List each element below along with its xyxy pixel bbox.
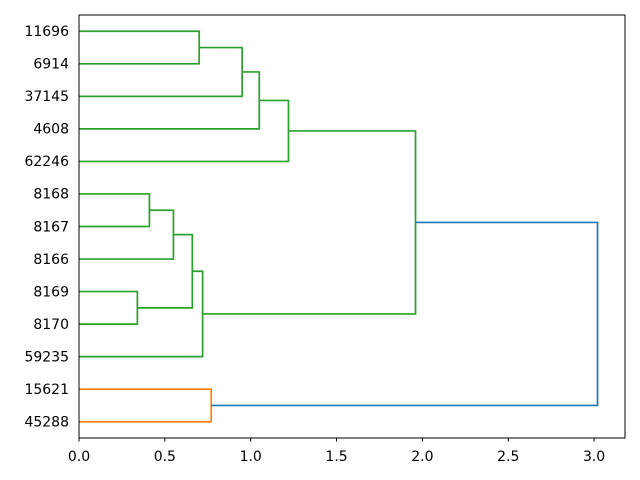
dendrogram-link	[79, 71, 261, 130]
dendrogram-link	[211, 221, 599, 407]
leaf-label: 37145	[24, 89, 69, 105]
leaf-label: 59235	[24, 349, 69, 365]
x-tick-label: 2.5	[497, 449, 519, 465]
leaf-label: 4608	[33, 122, 69, 138]
leaf-label: 11696	[24, 24, 69, 40]
leaf-label: 8166	[33, 252, 69, 268]
leaf-label: 15621	[24, 382, 69, 398]
leaf-label: 62246	[24, 154, 69, 170]
plot-border	[78, 14, 626, 439]
leaf-label: 45288	[24, 414, 69, 430]
x-tick-label: 1.0	[240, 449, 262, 465]
dendrogram-link	[79, 193, 151, 228]
x-tick-label: 3.0	[583, 449, 605, 465]
leaf-label: 8167	[33, 219, 69, 235]
dendrogram-link	[202, 130, 417, 315]
leaf-label: 8169	[33, 284, 69, 300]
x-tick-label: 0.5	[154, 449, 176, 465]
x-tick-label: 1.5	[325, 449, 347, 465]
x-tick-label: 2.0	[411, 449, 433, 465]
leaf-label: 8170	[33, 317, 69, 333]
x-tick-label: 0.0	[68, 449, 90, 465]
leaf-label: 6914	[33, 57, 69, 73]
leaf-label: 8168	[33, 187, 69, 203]
dendrogram-link	[79, 46, 243, 98]
dendrogram-link	[79, 290, 139, 325]
